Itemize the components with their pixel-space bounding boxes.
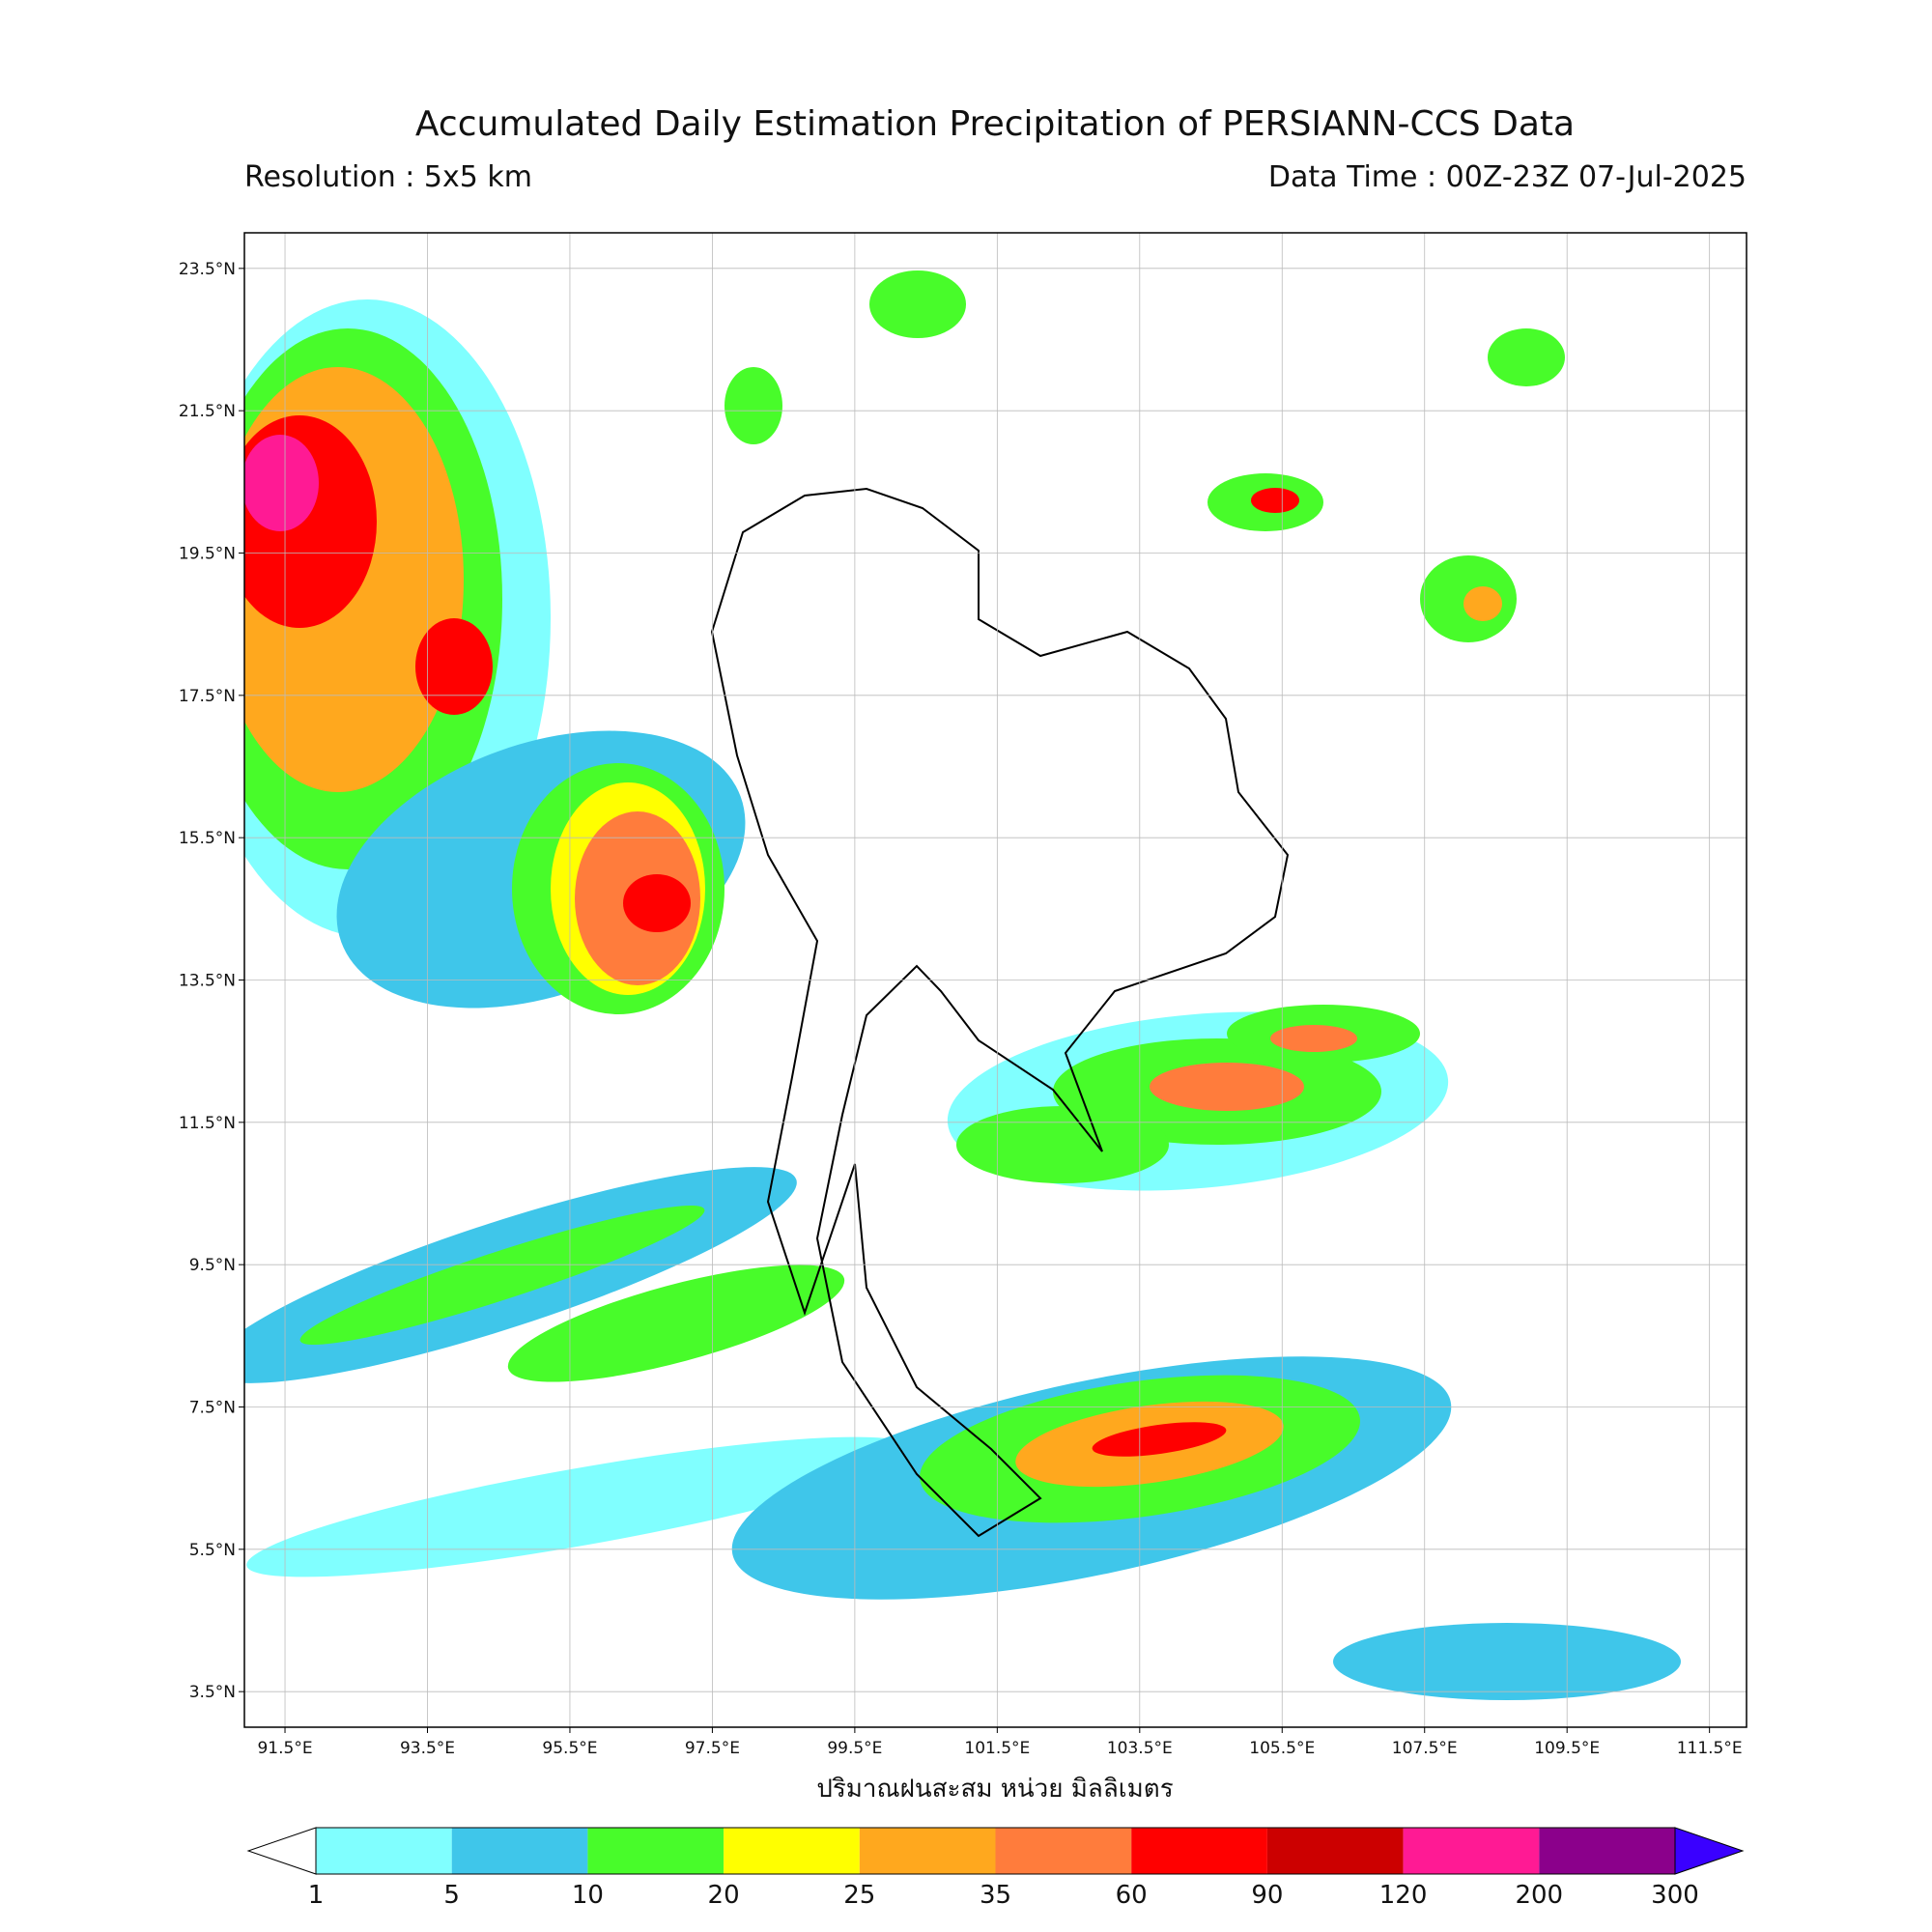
title: Accumulated Daily Estimation Precipitati… <box>415 104 1575 144</box>
y-tick-label: 17.5°N <box>179 687 236 706</box>
y-tick-label: 23.5°N <box>179 260 236 279</box>
rain-area <box>244 435 319 531</box>
colorbar-box <box>1539 1828 1675 1874</box>
rain-area <box>869 270 966 338</box>
y-tick-label: 15.5°N <box>179 829 236 848</box>
resolution: Resolution : 5x5 km <box>244 160 532 194</box>
rain-area <box>724 367 782 444</box>
colorbar-box <box>724 1828 860 1874</box>
colorbar-box <box>316 1828 452 1874</box>
grid: 91.5°E 93.5°E 95.5°E 97.5°E 99.5°E 101.5°E 103… <box>179 233 1747 1758</box>
rain-area <box>1092 1422 1227 1457</box>
rain-area <box>507 1264 845 1382</box>
colorbar-box <box>1403 1828 1540 1874</box>
x-tick-label: 95.5°E <box>542 1739 597 1758</box>
rain-area <box>623 874 691 932</box>
colorbar-over <box>1674 1827 1745 1875</box>
x-tick-label: 107.5°E <box>1392 1739 1458 1758</box>
colorbar-box <box>1266 1828 1404 1874</box>
map-frame <box>243 232 1747 1728</box>
x-tick-label: 91.5°E <box>257 1739 312 1758</box>
colorbar-box <box>1131 1828 1267 1874</box>
rain-area <box>415 618 493 715</box>
rain-area <box>1333 1623 1681 1700</box>
rain-area <box>1251 488 1299 513</box>
colorbar-label: 90 <box>1251 1881 1283 1910</box>
x-tick-label: 111.5°E <box>1677 1739 1743 1758</box>
rain-area <box>299 1205 705 1346</box>
rain-area <box>1150 1063 1304 1111</box>
y-tick-label: 7.5°N <box>189 1399 236 1418</box>
colorbar-box <box>451 1828 588 1874</box>
x-axis-label: ปริมาณฝนสะสม หน่วย มิลลิเมตร <box>816 1775 1173 1804</box>
x-tick-label: 93.5°E <box>400 1739 455 1758</box>
rain-area <box>1270 1025 1357 1052</box>
colorbar-label: 20 <box>708 1881 740 1910</box>
x-tick-label: 103.5°E <box>1107 1739 1173 1758</box>
colorbar-label: 200 <box>1515 1881 1563 1910</box>
x-tick-label: 109.5°E <box>1534 1739 1600 1758</box>
y-tick-label: 3.5°N <box>189 1683 236 1702</box>
rain-area <box>956 1106 1169 1183</box>
colorbar-label: 120 <box>1379 1881 1428 1910</box>
colorbar-label: 1 <box>308 1881 325 1910</box>
colorbar-frame <box>315 1827 1676 1875</box>
y-tick-label: 9.5°N <box>189 1256 236 1275</box>
colorbar-box <box>859 1828 996 1874</box>
precipitation-field <box>244 270 1681 1700</box>
rain-area <box>246 1436 913 1577</box>
x-tick-label: 97.5°E <box>685 1739 740 1758</box>
y-tick-label: 13.5°N <box>179 972 236 991</box>
country-outline <box>710 487 1290 1538</box>
colorbar: 1 5 10 20 25 35 60 90 120 200 300 <box>246 1827 1745 1910</box>
rain-area <box>1463 586 1502 621</box>
y-tick-label: 21.5°N <box>179 402 236 421</box>
rain-area <box>1488 328 1565 386</box>
y-tick-label: 5.5°N <box>189 1541 236 1560</box>
colorbar-label: 25 <box>843 1881 875 1910</box>
colorbar-box <box>995 1828 1132 1874</box>
colorbar-label: 60 <box>1116 1881 1148 1910</box>
colorbar-box <box>587 1828 724 1874</box>
x-tick-label: 101.5°E <box>964 1739 1030 1758</box>
colorbar-label: 300 <box>1651 1881 1699 1910</box>
x-tick-label: 99.5°E <box>827 1739 882 1758</box>
y-tick-label: 19.5°N <box>179 545 236 564</box>
x-tick-label: 105.5°E <box>1249 1739 1315 1758</box>
y-tick-label: 11.5°N <box>179 1114 236 1133</box>
colorbar-label: 10 <box>572 1881 604 1910</box>
colorbar-under <box>246 1827 317 1875</box>
colorbar-label: 5 <box>443 1881 460 1910</box>
data-time: Data Time : 00Z-23Z 07-Jul-2025 <box>1268 160 1747 194</box>
colorbar-label: 35 <box>980 1881 1011 1910</box>
